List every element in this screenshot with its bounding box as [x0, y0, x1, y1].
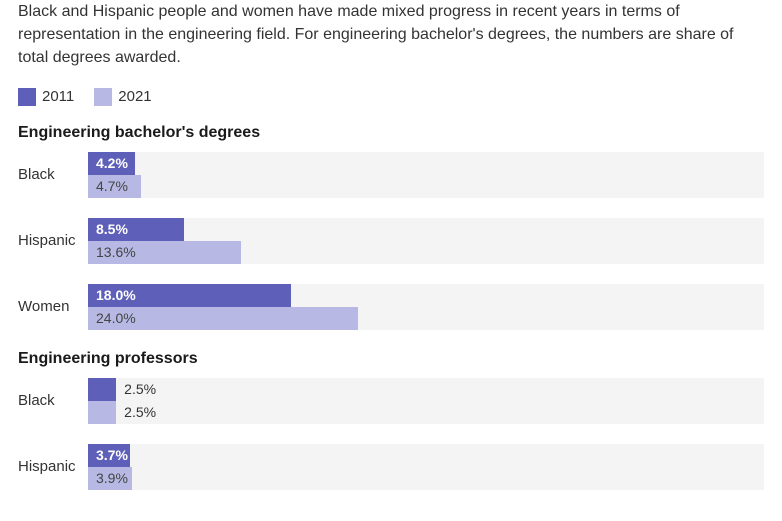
bar-track: 18.0%: [88, 284, 764, 307]
legend-item-2011: 2011: [18, 88, 74, 106]
chart-description: Black and Hispanic people and women have…: [18, 0, 764, 70]
bar-value: 2.5%: [124, 404, 156, 420]
bar: 2.5%: [88, 378, 116, 401]
bar: 3.9%: [88, 467, 132, 490]
legend: 2011 2021: [18, 88, 764, 106]
row-label: Black: [18, 152, 88, 198]
chart-row: Hispanic8.5%13.6%: [18, 218, 764, 264]
chart-root: Engineering bachelor's degreesBlack4.2%4…: [18, 124, 764, 490]
bar-track: 4.2%: [88, 152, 764, 175]
bars-container: 4.2%4.7%: [88, 152, 764, 198]
bar-track: 2.5%: [88, 378, 764, 401]
legend-swatch-2011: [18, 88, 36, 106]
bar-track: 3.7%: [88, 444, 764, 467]
bars-container: 2.5%2.5%: [88, 378, 764, 424]
row-label: Women: [18, 284, 88, 330]
section-title: Engineering bachelor's degrees: [18, 124, 764, 142]
bar: 18.0%: [88, 284, 291, 307]
bar-track: 24.0%: [88, 307, 764, 330]
row-label: Hispanic: [18, 218, 88, 264]
bar-track: 3.9%: [88, 467, 764, 490]
chart-row: Black4.2%4.7%: [18, 152, 764, 198]
bars-container: 18.0%24.0%: [88, 284, 764, 330]
bar-value: 2.5%: [124, 381, 156, 397]
bar: 4.2%: [88, 152, 135, 175]
legend-item-2021: 2021: [94, 88, 151, 106]
chart-row: Hispanic3.7%3.9%: [18, 444, 764, 490]
chart-row: Women18.0%24.0%: [18, 284, 764, 330]
chart-row: Black2.5%2.5%: [18, 378, 764, 424]
legend-label-2021: 2021: [118, 88, 151, 105]
bar: 13.6%: [88, 241, 241, 264]
bar: 4.7%: [88, 175, 141, 198]
bar: 3.7%: [88, 444, 130, 467]
bars-container: 8.5%13.6%: [88, 218, 764, 264]
bar-track: 2.5%: [88, 401, 764, 424]
bar: 8.5%: [88, 218, 184, 241]
bar-track: 13.6%: [88, 241, 764, 264]
legend-label-2011: 2011: [42, 88, 74, 105]
bar-track: 8.5%: [88, 218, 764, 241]
section-title: Engineering professors: [18, 350, 764, 368]
row-label: Black: [18, 378, 88, 424]
bars-container: 3.7%3.9%: [88, 444, 764, 490]
bar: 24.0%: [88, 307, 358, 330]
row-label: Hispanic: [18, 444, 88, 490]
bar: 2.5%: [88, 401, 116, 424]
legend-swatch-2021: [94, 88, 112, 106]
bar-track: 4.7%: [88, 175, 764, 198]
